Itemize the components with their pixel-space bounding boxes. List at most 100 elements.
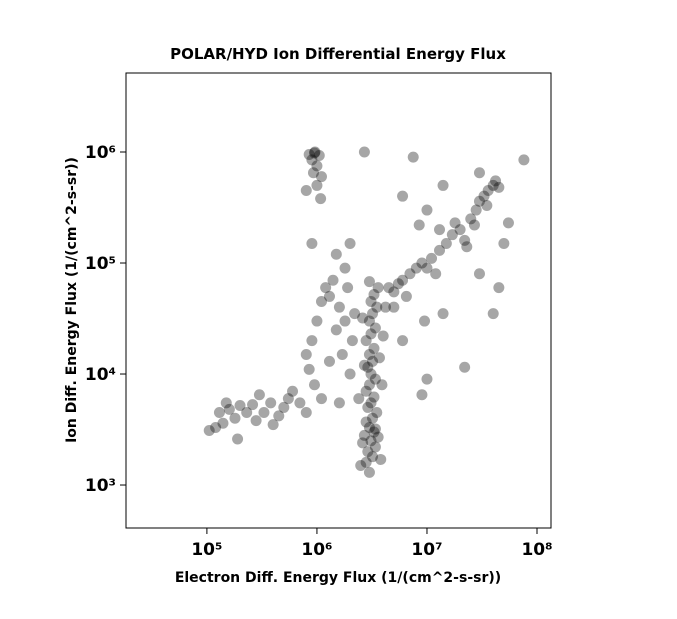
scatter-point bbox=[220, 397, 232, 409]
scatter-point bbox=[300, 407, 312, 419]
scatter-point bbox=[363, 379, 375, 391]
scatter-point bbox=[346, 335, 358, 347]
scatter-point bbox=[369, 423, 381, 435]
scatter-point bbox=[434, 224, 446, 236]
scatter-point bbox=[482, 185, 494, 197]
scatter-point bbox=[473, 268, 485, 280]
scatter-point bbox=[397, 274, 409, 286]
scatter-point bbox=[273, 410, 285, 422]
scatter-point bbox=[365, 328, 377, 340]
scatter-point bbox=[365, 397, 377, 409]
scatter-point bbox=[203, 424, 215, 436]
scatter-point bbox=[371, 301, 383, 313]
scatter-point bbox=[344, 368, 356, 380]
scatter-point bbox=[449, 217, 461, 229]
scatter-point bbox=[307, 167, 319, 179]
scatter-point bbox=[308, 379, 320, 391]
x-tick-label: 10⁶ bbox=[301, 540, 332, 560]
scatter-point bbox=[481, 199, 493, 211]
chart-title: POLAR/HYD Ion Differential Energy Flux bbox=[170, 45, 506, 63]
scatter-point bbox=[493, 282, 505, 294]
scatter-point bbox=[234, 400, 246, 412]
scatter-point bbox=[355, 459, 367, 471]
scatter-point bbox=[419, 315, 431, 327]
scatter-point bbox=[367, 412, 379, 424]
scatter-point bbox=[306, 335, 318, 347]
scatter-point bbox=[473, 195, 485, 207]
y-axis-label: Ion Diff. Energy Flux (1/(cm^2-s-sr)) bbox=[64, 157, 80, 443]
scatter-point bbox=[440, 237, 452, 249]
scatter-point bbox=[282, 393, 294, 405]
scatter-point bbox=[323, 355, 335, 367]
y-tick-label: 10⁵ bbox=[85, 254, 116, 274]
scatter-point bbox=[210, 421, 222, 433]
scatter-point bbox=[416, 389, 428, 401]
scatter-point bbox=[303, 148, 315, 160]
scatter-point bbox=[518, 154, 530, 166]
scatter-point bbox=[368, 342, 380, 354]
scatter-point bbox=[229, 412, 241, 424]
scatter-point bbox=[311, 315, 323, 327]
scatter-point bbox=[400, 290, 412, 302]
plot-frame bbox=[125, 72, 552, 529]
scatter-point bbox=[315, 296, 327, 308]
scatter-point bbox=[358, 429, 370, 441]
scatter-point bbox=[357, 312, 369, 324]
scatter-point bbox=[306, 154, 318, 166]
scatter-point bbox=[377, 330, 389, 342]
scatter-point bbox=[330, 248, 342, 260]
scatter-point bbox=[421, 373, 433, 385]
scatter-point bbox=[465, 213, 477, 225]
scatter-point bbox=[303, 363, 315, 375]
scatter-point bbox=[369, 373, 381, 385]
scatter-point bbox=[404, 268, 416, 280]
scatter-point bbox=[388, 286, 400, 298]
scatter-point bbox=[426, 252, 438, 264]
scatter-point bbox=[490, 175, 502, 187]
scatter-point bbox=[253, 389, 265, 401]
scatter-point bbox=[363, 466, 375, 478]
scatter-point bbox=[309, 146, 321, 158]
scatter-point bbox=[339, 262, 351, 274]
scatter-point bbox=[473, 167, 485, 179]
scatter-point bbox=[362, 361, 374, 373]
scatter-point bbox=[367, 355, 379, 367]
scatter-point bbox=[372, 282, 384, 294]
scatter-point bbox=[362, 401, 374, 413]
scatter-point bbox=[437, 179, 449, 191]
scatter-point bbox=[360, 335, 372, 347]
scatter-point bbox=[349, 308, 361, 320]
scatter-point bbox=[365, 435, 377, 447]
scatter-point bbox=[502, 217, 514, 229]
scatter-point bbox=[339, 315, 351, 327]
scatter-point bbox=[363, 421, 375, 433]
scatter-point bbox=[363, 315, 375, 327]
scatter-point bbox=[344, 237, 356, 249]
scatter-point bbox=[365, 296, 377, 308]
scatter-point bbox=[372, 431, 384, 443]
scatter-point bbox=[373, 352, 385, 364]
scatter-point bbox=[478, 190, 490, 202]
scatter-point bbox=[315, 193, 327, 205]
scatter-point bbox=[368, 391, 380, 403]
scatter-point bbox=[336, 348, 348, 360]
scatter-point bbox=[258, 407, 270, 419]
scatter-point bbox=[487, 179, 499, 191]
scatter-point bbox=[353, 393, 365, 405]
x-tick-label: 10⁵ bbox=[191, 540, 222, 560]
scatter-point bbox=[363, 348, 375, 360]
scatter-point bbox=[388, 301, 400, 313]
scatter-point bbox=[468, 219, 480, 231]
scatter-point bbox=[213, 407, 225, 419]
scatter-point bbox=[360, 385, 372, 397]
scatter-point bbox=[410, 262, 422, 274]
scatter-point bbox=[327, 274, 339, 286]
scatter-point bbox=[363, 276, 375, 288]
scatter-point bbox=[392, 278, 404, 290]
x-tick-label: 10⁸ bbox=[521, 540, 552, 560]
scatter-point bbox=[430, 268, 442, 280]
scatter-point bbox=[493, 181, 505, 193]
scatter-point bbox=[470, 204, 482, 216]
